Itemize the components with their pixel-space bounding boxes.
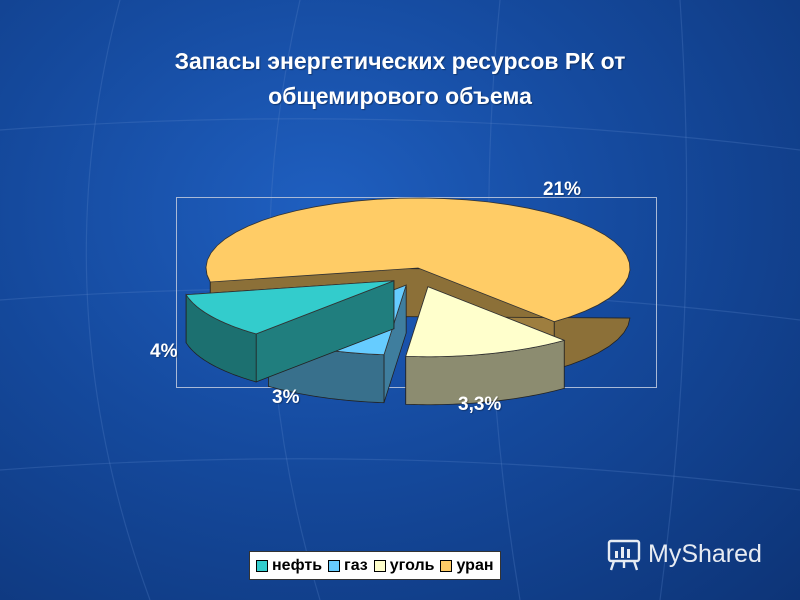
legend-label-neft: нефть: [272, 556, 323, 574]
pie-slice-uran: [205, 197, 631, 323]
data-label-uran: 21%: [543, 179, 582, 200]
pie-slice-ugol: [405, 286, 566, 358]
legend-label-uran: уран: [456, 556, 494, 574]
chart-title: Запасы энергетических ресурсов РК от общ…: [0, 44, 800, 114]
legend-item-uran: уран: [440, 556, 494, 575]
legend-swatch-uran: [440, 559, 453, 572]
watermark[interactable]: MyShared: [606, 536, 762, 572]
legend-label-gaz: газ: [344, 556, 368, 574]
data-label-neft: 3,3%: [458, 394, 502, 415]
legend-swatch-neft: [256, 559, 268, 572]
legend-swatch-ugol: [373, 559, 386, 572]
data-label-gaz: 3%: [272, 387, 300, 408]
watermark-text: MyShared: [648, 539, 762, 568]
legend-item-neft: нефть: [256, 557, 322, 575]
chart-title-line-1: Запасы энергетических ресурсов РК от: [174, 48, 626, 74]
chart-title-line-2: общемирового объема: [268, 83, 532, 109]
presentation-board-icon: [607, 539, 641, 571]
pie-slice-neft: [185, 280, 395, 335]
legend-item-gaz: газ: [328, 557, 368, 575]
data-label-ugol: 4%: [150, 341, 178, 362]
legend-label-ugol: уголь: [389, 556, 435, 574]
chart-legend: нефть газ уголь уран: [249, 551, 501, 580]
legend-item-ugol: уголь: [373, 556, 435, 575]
legend-swatch-gaz: [328, 559, 341, 572]
